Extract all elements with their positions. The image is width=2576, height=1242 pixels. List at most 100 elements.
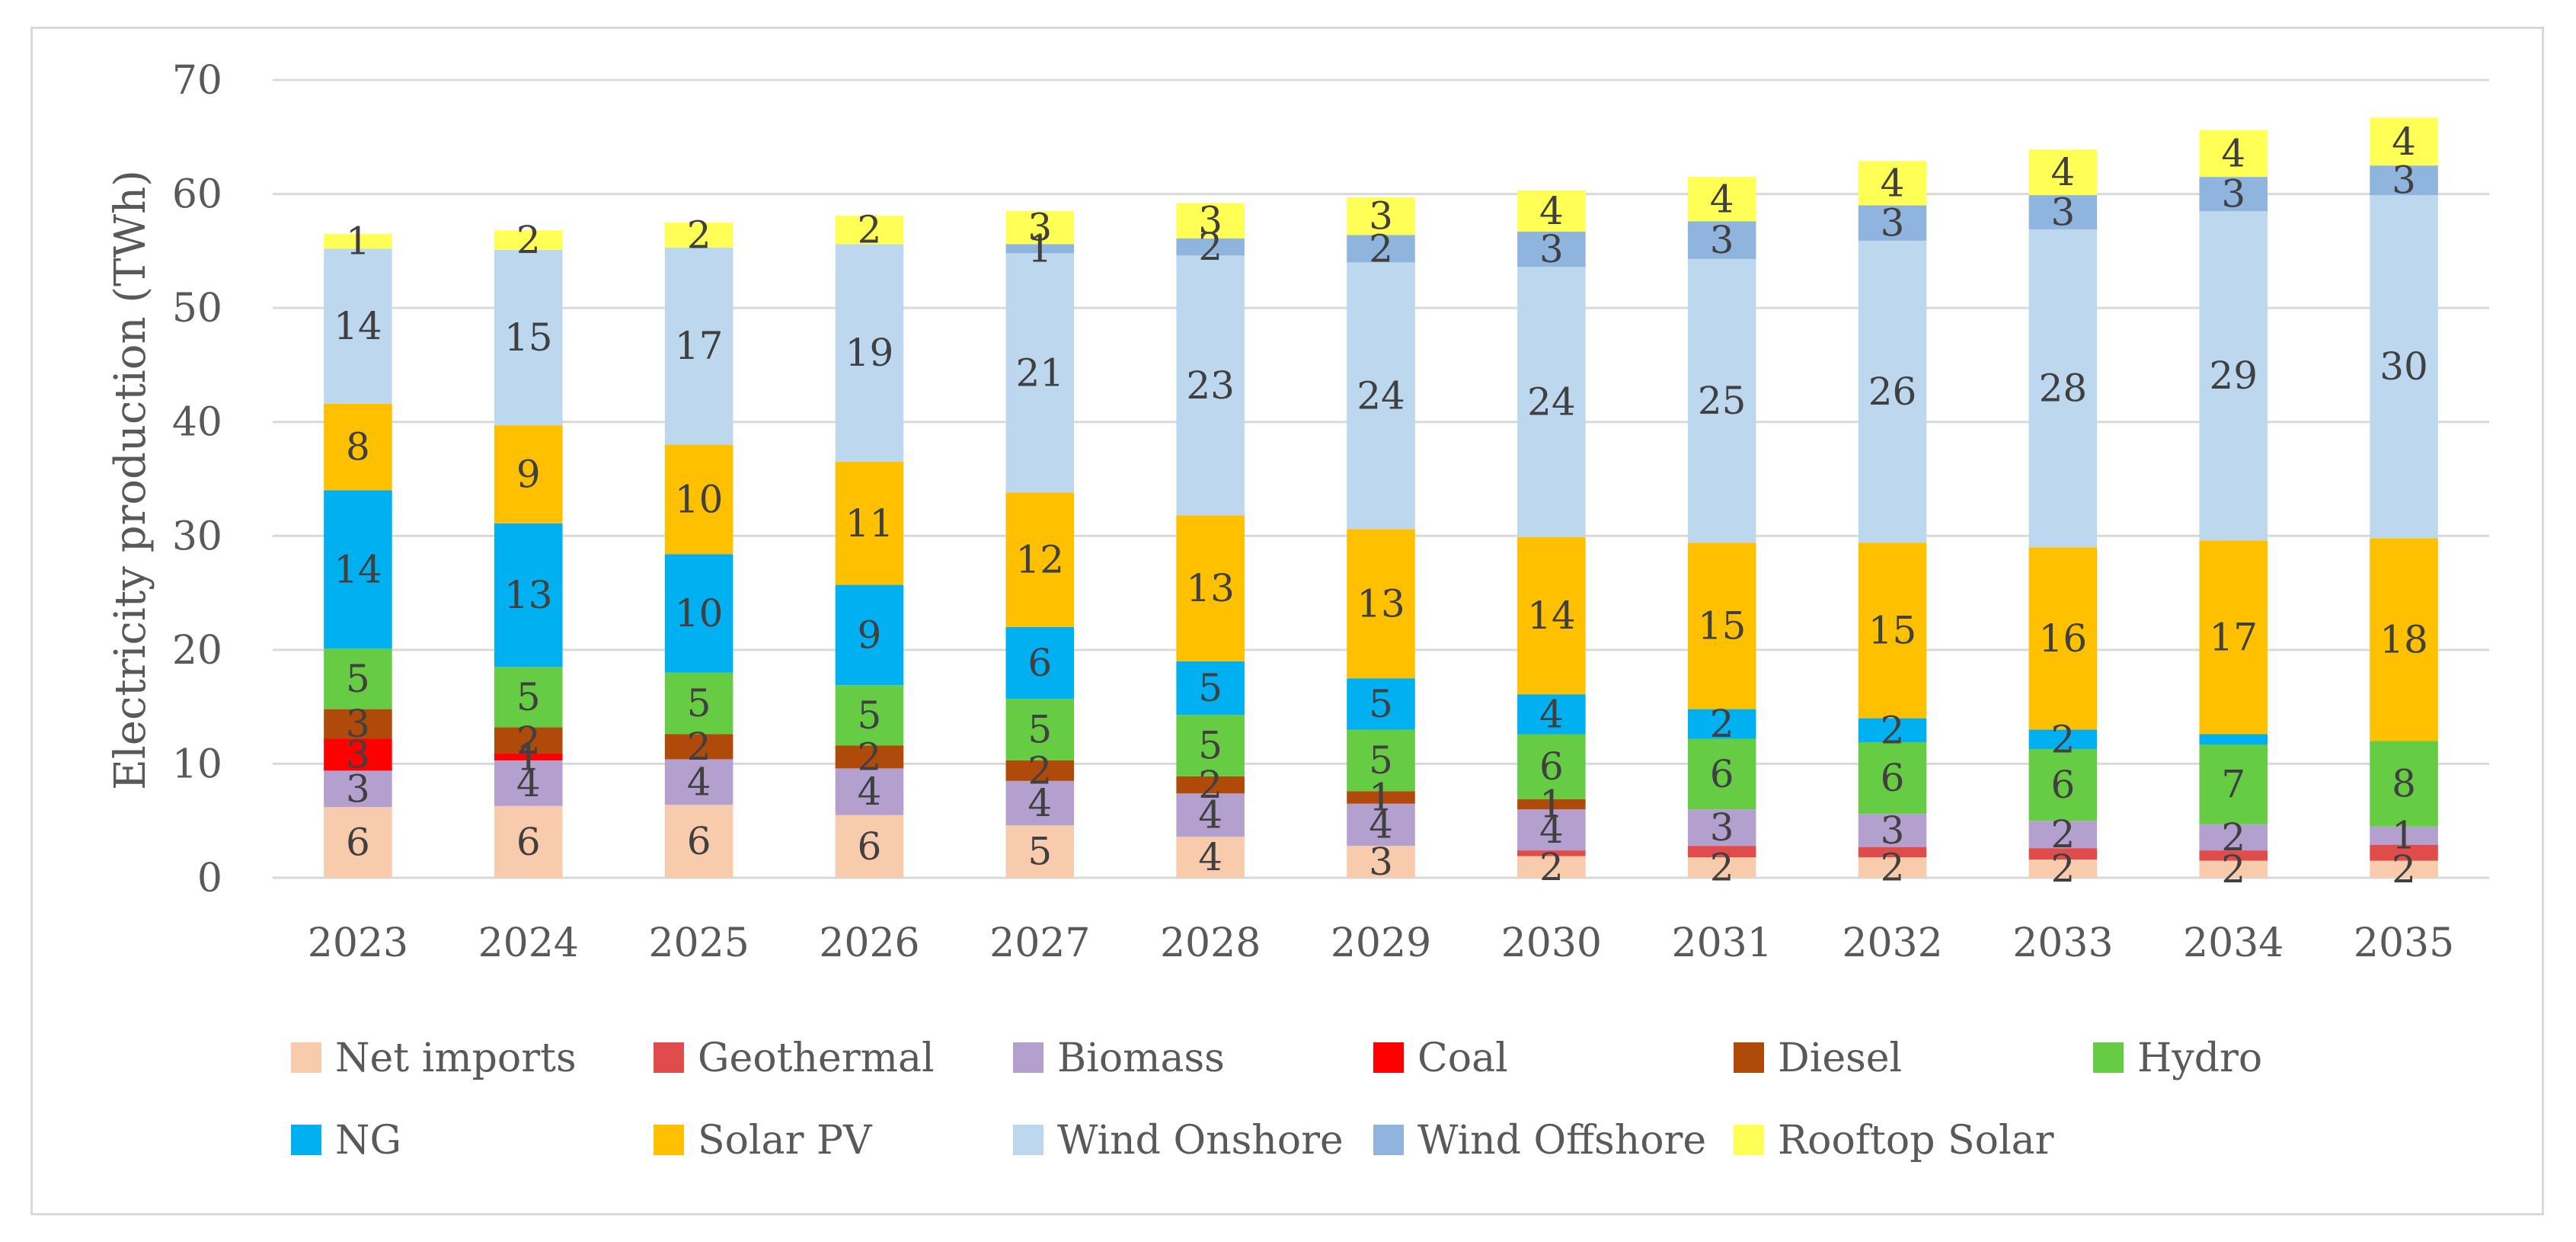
- bar-segment-ng: [2199, 734, 2268, 745]
- bar-segment-rooftop-solar: [1176, 203, 1245, 238]
- data-label: 24: [1357, 373, 1405, 418]
- legend-swatch: [1734, 1042, 1764, 1073]
- bar-segment-ng: [1858, 718, 1927, 743]
- bar-segment-rooftop-solar: [2028, 149, 2098, 196]
- x-tick-label: 2029: [1331, 920, 1431, 966]
- legend-swatch: [291, 1042, 321, 1073]
- data-label: 3: [1881, 808, 1905, 853]
- bar-segment-hydro: [1005, 699, 1075, 760]
- legend-label: NG: [335, 1118, 401, 1164]
- bar-segment-hydro: [835, 685, 904, 746]
- bar-segment-net-imports: [1858, 857, 1927, 878]
- data-label: 28: [2039, 367, 2088, 411]
- legend-label: Diesel: [1778, 1036, 1902, 1081]
- bar-segment-hydro: [324, 648, 392, 709]
- data-label: 2: [1539, 845, 1564, 889]
- bar-segment-biomass: [1858, 814, 1927, 847]
- bar-segment-biomass: [1517, 809, 1586, 851]
- bar-segment-rooftop-solar: [1005, 211, 1075, 245]
- bar-segment-hydro: [494, 667, 563, 728]
- data-label: 2: [2221, 847, 2245, 891]
- data-label: 2: [1710, 846, 1734, 890]
- bar-segment-biomass: [1347, 803, 1415, 847]
- data-label: 2: [858, 735, 882, 779]
- bar-segment-wind-onshore: [1347, 262, 1415, 530]
- data-label: 4: [2221, 131, 2245, 175]
- bar-segment-ng: [1176, 661, 1245, 715]
- bar-segment-rooftop-solar: [664, 222, 733, 248]
- bar-segment-wind-onshore: [2199, 211, 2268, 541]
- bar-segment-coal: [324, 738, 392, 771]
- data-label: 6: [516, 820, 541, 864]
- y-axis-title: Electricity production (TWh): [106, 170, 155, 790]
- bar-segment-wind-offshore: [2199, 177, 2268, 212]
- x-tick-label: 2026: [819, 920, 919, 966]
- data-label: 2: [516, 719, 541, 763]
- x-tick-label: 2034: [2183, 920, 2284, 966]
- bar-segment-rooftop-solar: [1687, 177, 1756, 222]
- data-label: 15: [1868, 608, 1917, 652]
- bar-segment-diesel: [664, 734, 733, 760]
- data-label: 15: [1698, 603, 1747, 648]
- bar-segment-wind-onshore: [2028, 229, 2098, 548]
- data-label: 1: [1028, 226, 1052, 270]
- data-label: 1: [2392, 814, 2416, 858]
- x-tick-label: 2031: [1672, 920, 1772, 966]
- data-label: 5: [1369, 682, 1393, 726]
- data-label: 12: [1015, 538, 1064, 582]
- data-label: 4: [1881, 161, 1905, 205]
- data-label: 2: [858, 208, 882, 252]
- bar-segment-wind-onshore: [324, 248, 392, 404]
- bars: [324, 117, 2438, 878]
- bar-segment-rooftop-solar: [2370, 117, 2438, 166]
- data-label: 2: [2050, 812, 2075, 856]
- bar-segment-coal: [494, 753, 563, 760]
- bar-segment-diesel: [494, 727, 563, 754]
- bar-segment-wind-offshore: [1687, 221, 1756, 259]
- bar-segment-net-imports: [1176, 837, 1245, 878]
- bar-segment-biomass: [2199, 824, 2268, 851]
- bar-segment-wind-offshore: [2028, 195, 2098, 229]
- data-label: 1: [346, 219, 370, 264]
- data-label: 4: [1198, 835, 1222, 879]
- data-label: 14: [1527, 594, 1576, 638]
- data-label: 3: [2221, 172, 2245, 216]
- data-label: 10: [675, 477, 724, 521]
- bar-segment-solar-pv: [2370, 538, 2438, 741]
- data-label: 2: [2050, 717, 2075, 761]
- bar-segment-rooftop-solar: [2199, 130, 2268, 178]
- data-label: 4: [858, 770, 882, 814]
- y-tick-label: 70: [172, 58, 222, 104]
- data-label: 8: [346, 425, 370, 469]
- data-label: 3: [1710, 805, 1734, 850]
- bar-segment-solar-pv: [664, 444, 733, 555]
- data-label: 8: [2392, 762, 2416, 806]
- data-label: 21: [1015, 351, 1064, 395]
- bar-segment-solar-pv: [1176, 515, 1245, 661]
- data-label: 16: [2039, 616, 2088, 661]
- data-label: 3: [1539, 227, 1564, 271]
- x-tick-label: 2028: [1160, 920, 1261, 966]
- legend-swatch: [1373, 1125, 1404, 1155]
- data-label: 5: [1028, 708, 1052, 752]
- bar-segment-solar-pv: [324, 403, 392, 491]
- data-label: 2: [1028, 748, 1052, 792]
- bar-segment-hydro: [1858, 742, 1927, 815]
- legend-swatch: [1013, 1042, 1044, 1073]
- bar-segment-net-imports: [494, 805, 563, 878]
- data-label: 4: [1539, 692, 1564, 736]
- bar-segment-net-imports: [664, 805, 733, 878]
- data-label: 4: [1028, 781, 1052, 825]
- bar-segment-hydro: [1176, 715, 1245, 776]
- bar-segment-hydro: [1347, 729, 1415, 792]
- legend-label: Solar PV: [698, 1118, 873, 1164]
- bar-segment-net-imports: [1005, 825, 1075, 878]
- bar-segment-biomass: [2370, 826, 2438, 845]
- bar-segment-wind-onshore: [1517, 267, 1586, 537]
- legend-swatch: [654, 1042, 684, 1073]
- bar-segment-wind-onshore: [1005, 253, 1075, 493]
- bar-segment-geothermal: [1687, 846, 1756, 858]
- bar-segment-wind-onshore: [1176, 255, 1245, 516]
- bar-segment-net-imports: [835, 815, 904, 878]
- data-label: 5: [346, 657, 370, 701]
